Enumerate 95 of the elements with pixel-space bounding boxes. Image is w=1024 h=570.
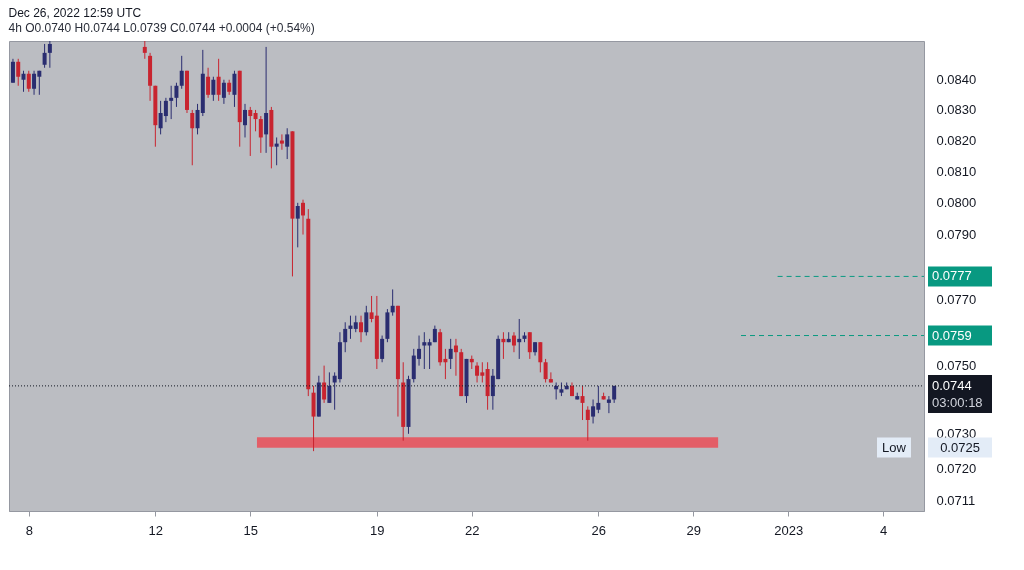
candlestick bbox=[211, 76, 216, 102]
ref-line-label: 0.0759 bbox=[932, 327, 972, 343]
candlestick bbox=[221, 79, 226, 105]
candlestick bbox=[174, 82, 179, 108]
candlestick bbox=[585, 405, 590, 442]
candlestick bbox=[42, 43, 47, 69]
y-tick-label: 0.0730 bbox=[936, 426, 977, 442]
candlestick bbox=[248, 106, 253, 157]
candlestick bbox=[517, 318, 522, 360]
candlestick bbox=[395, 305, 400, 418]
candlestick bbox=[47, 40, 52, 69]
candlestick bbox=[401, 361, 406, 442]
candlestick bbox=[190, 109, 195, 166]
chart-subtitle: 4h O0.0740 H0.0744 L0.0739 C0.0744 +0.0004 (+0.54%) bbox=[8, 20, 315, 35]
candlestick bbox=[237, 70, 242, 148]
candlestick bbox=[295, 202, 300, 248]
y-tick-label: 0.0790 bbox=[936, 227, 977, 243]
candlestick bbox=[511, 331, 516, 353]
candlestick bbox=[253, 109, 258, 132]
candlestick bbox=[543, 358, 548, 383]
candlestick bbox=[285, 127, 290, 160]
candlestick bbox=[591, 398, 596, 424]
candlestick bbox=[16, 58, 21, 87]
x-tick-label: 29 bbox=[686, 522, 702, 538]
candlestick bbox=[448, 338, 453, 370]
candlestick bbox=[364, 305, 369, 337]
candlestick bbox=[385, 308, 390, 343]
candlestick bbox=[184, 70, 189, 114]
candlestick bbox=[32, 70, 37, 96]
candlestick bbox=[343, 321, 348, 353]
candlestick bbox=[501, 331, 506, 360]
candlestick bbox=[580, 385, 585, 421]
text: 03:00:18 bbox=[932, 394, 983, 410]
y-tick-label: 0.0770 bbox=[936, 291, 977, 307]
candlestick bbox=[459, 348, 464, 397]
candlestick bbox=[243, 103, 247, 138]
candlestick bbox=[258, 115, 263, 154]
y-tick-label: 0.0840 bbox=[936, 72, 977, 88]
candlestick bbox=[279, 133, 284, 151]
candlestick bbox=[269, 106, 274, 169]
candlestick bbox=[337, 331, 342, 383]
ref-line-label: 0.0744 bbox=[932, 377, 972, 393]
text: 0.0725 bbox=[940, 439, 980, 455]
candlestick bbox=[232, 70, 237, 108]
y-tick-label: 0.0720 bbox=[936, 461, 977, 477]
candlestick bbox=[148, 52, 153, 102]
candlestick bbox=[406, 375, 411, 435]
candlestick bbox=[422, 331, 427, 370]
ref-line-label: 0.0777 bbox=[932, 268, 972, 284]
candlestick bbox=[206, 67, 211, 99]
candlestick bbox=[380, 335, 385, 363]
annotation: Low bbox=[882, 439, 907, 455]
candlestick bbox=[10, 58, 15, 84]
candlestick bbox=[606, 395, 611, 414]
candlestick bbox=[374, 295, 379, 370]
candlestick bbox=[301, 199, 306, 236]
y-tick-label: 0.0800 bbox=[936, 195, 977, 211]
x-tick-label: 15 bbox=[243, 522, 259, 538]
candlestick bbox=[427, 338, 432, 370]
x-tick-label: 4 bbox=[880, 522, 888, 538]
candlestick bbox=[538, 341, 543, 373]
candlestick bbox=[311, 385, 316, 452]
candlestick bbox=[390, 288, 395, 317]
x-tick-label: 12 bbox=[148, 522, 164, 538]
candlestick bbox=[327, 371, 332, 404]
candlestick bbox=[21, 70, 26, 93]
candlestick bbox=[527, 331, 532, 360]
x-tick-label: 2023 bbox=[774, 522, 804, 538]
x-tick-label: 8 bbox=[25, 522, 33, 538]
y-tick-label: 0.0711 bbox=[936, 492, 976, 508]
x-tick-label: 22 bbox=[465, 522, 480, 538]
candlestick bbox=[153, 85, 158, 148]
candlestick bbox=[216, 58, 221, 102]
candlestick bbox=[264, 46, 269, 154]
candlestick bbox=[274, 136, 279, 166]
candlestick bbox=[306, 208, 311, 397]
y-tick-label: 0.0750 bbox=[936, 358, 977, 374]
candlestick bbox=[290, 130, 295, 277]
candlestick bbox=[475, 361, 480, 383]
y-tick-label: 0.0830 bbox=[936, 102, 977, 118]
chart-title: Dec 26, 2022 12:59 UTC bbox=[8, 5, 142, 20]
y-tick-label: 0.0820 bbox=[936, 133, 977, 149]
candlestick bbox=[179, 55, 184, 90]
candlestick bbox=[464, 358, 469, 404]
x-tick-label: 19 bbox=[370, 522, 385, 538]
candlestick bbox=[316, 375, 321, 418]
candlestick bbox=[26, 70, 31, 93]
y-tick-label: 0.0810 bbox=[936, 163, 977, 179]
candlestick bbox=[322, 365, 327, 404]
candlestick bbox=[359, 315, 364, 343]
candlestick bbox=[169, 85, 174, 120]
candlestick bbox=[438, 328, 443, 367]
candlestick bbox=[348, 315, 353, 340]
x-tick-label: 26 bbox=[591, 522, 607, 538]
candlestick bbox=[485, 361, 490, 411]
